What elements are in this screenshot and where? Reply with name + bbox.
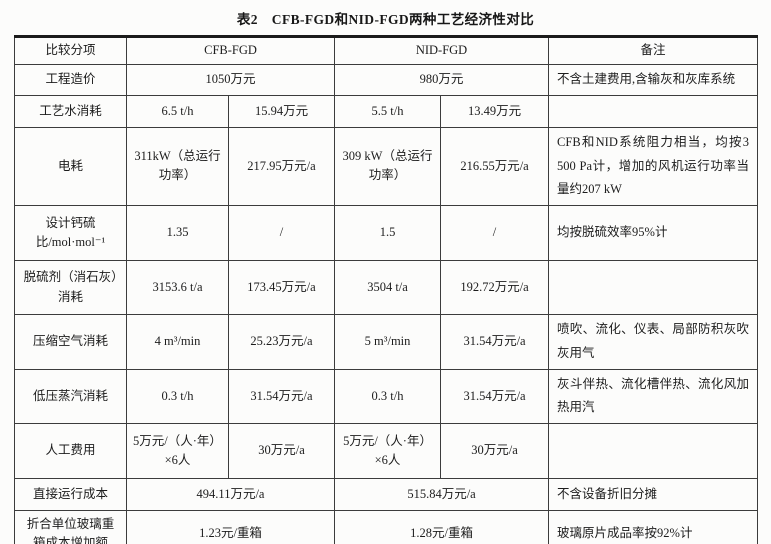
remark-cell: CFB和NID系统阻力相当，均按3 500 Pa计，增加的风机运行功率当量约20… — [548, 126, 759, 207]
row-label: 电耗 — [14, 126, 127, 207]
cfb-cost: 15.94万元 — [227, 94, 336, 128]
remark-cell: 玻璃原片成品率按92%计 — [548, 510, 759, 544]
row-label: 直接运行成本 — [14, 478, 127, 511]
row-label: 设计钙硫比/mol·mol⁻¹ — [14, 205, 127, 261]
cfb-quantity: 6.5 t/h — [126, 94, 229, 128]
remark-cell: 均按脱硫效率95%计 — [548, 205, 759, 261]
remark-cell: 不含设备折旧分摊 — [548, 478, 759, 511]
cfb-cost: 30万元/a — [227, 423, 336, 479]
nid-value: 515.84万元/a — [334, 478, 550, 511]
row-label: 压缩空气消耗 — [14, 314, 127, 370]
table-row: 工程造价 1050万元 980万元 不含土建费用,含输灰和灰库系统 — [14, 64, 759, 96]
cfb-value: 494.11万元/a — [125, 478, 336, 511]
nid-cost: 192.72万元/a — [440, 260, 550, 315]
row-label: 脱硫剂（消石灰）消耗 — [14, 260, 127, 315]
table-row: 电耗 311kW（总运行功率） 217.95万元/a 309 kW（总运行功率）… — [14, 126, 759, 207]
row-label: 低压蒸汽消耗 — [14, 368, 127, 424]
cfb-quantity: 5万元/（人·年）×6人 — [126, 423, 229, 479]
cfb-quantity: 3153.6 t/a — [126, 260, 229, 315]
cfb-cost: 217.95万元/a — [227, 126, 336, 207]
cfb-value: 1050万元 — [125, 64, 336, 96]
nid-quantity: 309 kW（总运行功率） — [334, 126, 442, 207]
nid-quantity: 1.5 — [334, 205, 442, 261]
remark-cell: 不含土建费用,含输灰和灰库系统 — [548, 64, 759, 96]
nid-cost: 30万元/a — [440, 423, 550, 479]
cfb-value: 1.23元/重箱 — [125, 510, 336, 544]
table-row: 直接运行成本 494.11万元/a 515.84万元/a 不含设备折旧分摊 — [14, 478, 759, 511]
cfb-quantity: 311kW（总运行功率） — [126, 126, 229, 207]
header-compare-item: 比较分项 — [14, 36, 127, 65]
nid-value: 1.28元/重箱 — [334, 510, 550, 544]
nid-quantity: 0.3 t/h — [334, 368, 442, 424]
nid-cost: 13.49万元 — [440, 94, 550, 128]
table-header-row: 比较分项 CFB-FGD NID-FGD 备注 — [14, 36, 759, 65]
nid-cost: 31.54万元/a — [440, 368, 550, 424]
header-nid-fgd: NID-FGD — [334, 36, 550, 65]
nid-quantity: 5 m³/min — [334, 314, 442, 370]
cfb-quantity: 0.3 t/h — [126, 368, 229, 424]
remark-cell: 喷吹、流化、仪表、局部防积灰吹灰用气 — [548, 314, 759, 370]
row-label: 折合单位玻璃重箱成本增加额 — [14, 510, 127, 544]
row-label: 工程造价 — [14, 64, 127, 96]
header-remark: 备注 — [548, 36, 759, 65]
table-row: 压缩空气消耗 4 m³/min 25.23万元/a 5 m³/min 31.54… — [14, 314, 759, 370]
remark-cell — [548, 423, 759, 479]
remark-cell — [548, 94, 759, 128]
table-row: 人工费用 5万元/（人·年）×6人 30万元/a 5万元/（人·年）×6人 30… — [14, 423, 759, 479]
comparison-table: 比较分项 CFB-FGD NID-FGD 备注 工程造价 1050万元 980万… — [14, 35, 759, 544]
nid-cost: / — [440, 205, 550, 261]
remark-cell — [548, 260, 759, 315]
nid-cost: 216.55万元/a — [440, 126, 550, 207]
cfb-cost: / — [227, 205, 336, 261]
row-label: 工艺水消耗 — [14, 94, 127, 128]
cfb-quantity: 4 m³/min — [126, 314, 229, 370]
table-caption: 表2 CFB-FGD和NID-FGD两种工艺经济性对比 — [236, 12, 535, 27]
cfb-cost: 173.45万元/a — [227, 260, 336, 315]
table-row: 折合单位玻璃重箱成本增加额 1.23元/重箱 1.28元/重箱 玻璃原片成品率按… — [14, 510, 759, 544]
nid-quantity: 5.5 t/h — [334, 94, 442, 128]
table-row: 设计钙硫比/mol·mol⁻¹ 1.35 / 1.5 / 均按脱硫效率95%计 — [14, 205, 759, 261]
nid-quantity: 3504 t/a — [334, 260, 442, 315]
remark-cell: 灰斗伴热、流化槽伴热、流化风加热用汽 — [548, 368, 759, 424]
row-label: 人工费用 — [14, 423, 127, 479]
nid-quantity: 5万元/（人·年）×6人 — [334, 423, 442, 479]
table-row: 脱硫剂（消石灰）消耗 3153.6 t/a 173.45万元/a 3504 t/… — [14, 260, 759, 315]
nid-cost: 31.54万元/a — [440, 314, 550, 370]
nid-value: 980万元 — [334, 64, 550, 96]
header-cfb-fgd: CFB-FGD — [125, 36, 336, 65]
table-row: 低压蒸汽消耗 0.3 t/h 31.54万元/a 0.3 t/h 31.54万元… — [14, 368, 759, 424]
cfb-cost: 25.23万元/a — [227, 314, 336, 370]
table-row: 工艺水消耗 6.5 t/h 15.94万元 5.5 t/h 13.49万元 — [14, 94, 759, 128]
cfb-quantity: 1.35 — [126, 205, 229, 261]
cfb-cost: 31.54万元/a — [227, 368, 336, 424]
